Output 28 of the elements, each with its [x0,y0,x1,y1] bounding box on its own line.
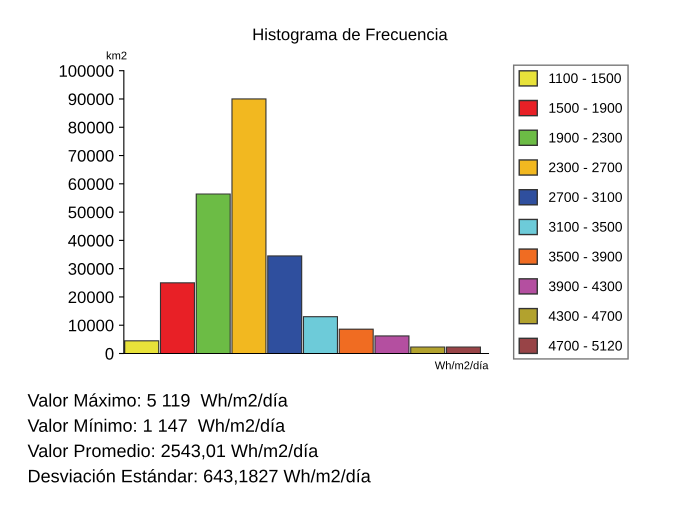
y-tick-label: 10000 [69,320,114,332]
y-tick-label: 60000 [68,178,114,190]
chart-title: Histograma de Frecuencia [254,28,448,44]
legend-label: 3900 - 4300 [548,281,622,292]
y-tick-label: 20000 [68,291,114,304]
legend-label: 1500 - 1900 [549,103,622,113]
text: Valor Promedio: 2543,01 Wh/m2/día [28,444,318,460]
y-tick-label: 100000 [60,65,114,77]
text: Valor Mínimo: 1 147 Wh/m2/día [28,418,286,432]
legend-label: 4300 - 4700 [548,311,622,321]
y-tick-label: 80000 [68,122,114,134]
y-tick-label: 50000 [68,206,114,218]
x-axis-title: Wh/m2/día [434,361,488,370]
legend-label: 1900 - 2300 [549,132,622,143]
y-tick-label: 0 [106,348,114,360]
legend-label: 3500 - 3900 [548,252,622,262]
y-tick-label: 40000 [68,234,114,247]
legend-label: 4700 - 5120 [548,340,622,351]
text: Desviación Estándar: 643,1827 Wh/m2/día [29,468,371,485]
legend-label: 2700 - 3100 [549,192,622,202]
y-tick-label: 30000 [68,263,114,275]
legend-label: 3100 - 3500 [548,222,622,232]
text: Valor Máximo: 5 119 Wh/m2/día [28,393,288,407]
y-tick-label: 70000 [68,150,114,162]
legend-label: 1100 - 1500 [549,73,621,84]
y-axis-title: km2 [106,51,126,60]
y-tick-label: 90000 [68,93,114,106]
legend-label: 2300 - 2700 [549,162,622,172]
